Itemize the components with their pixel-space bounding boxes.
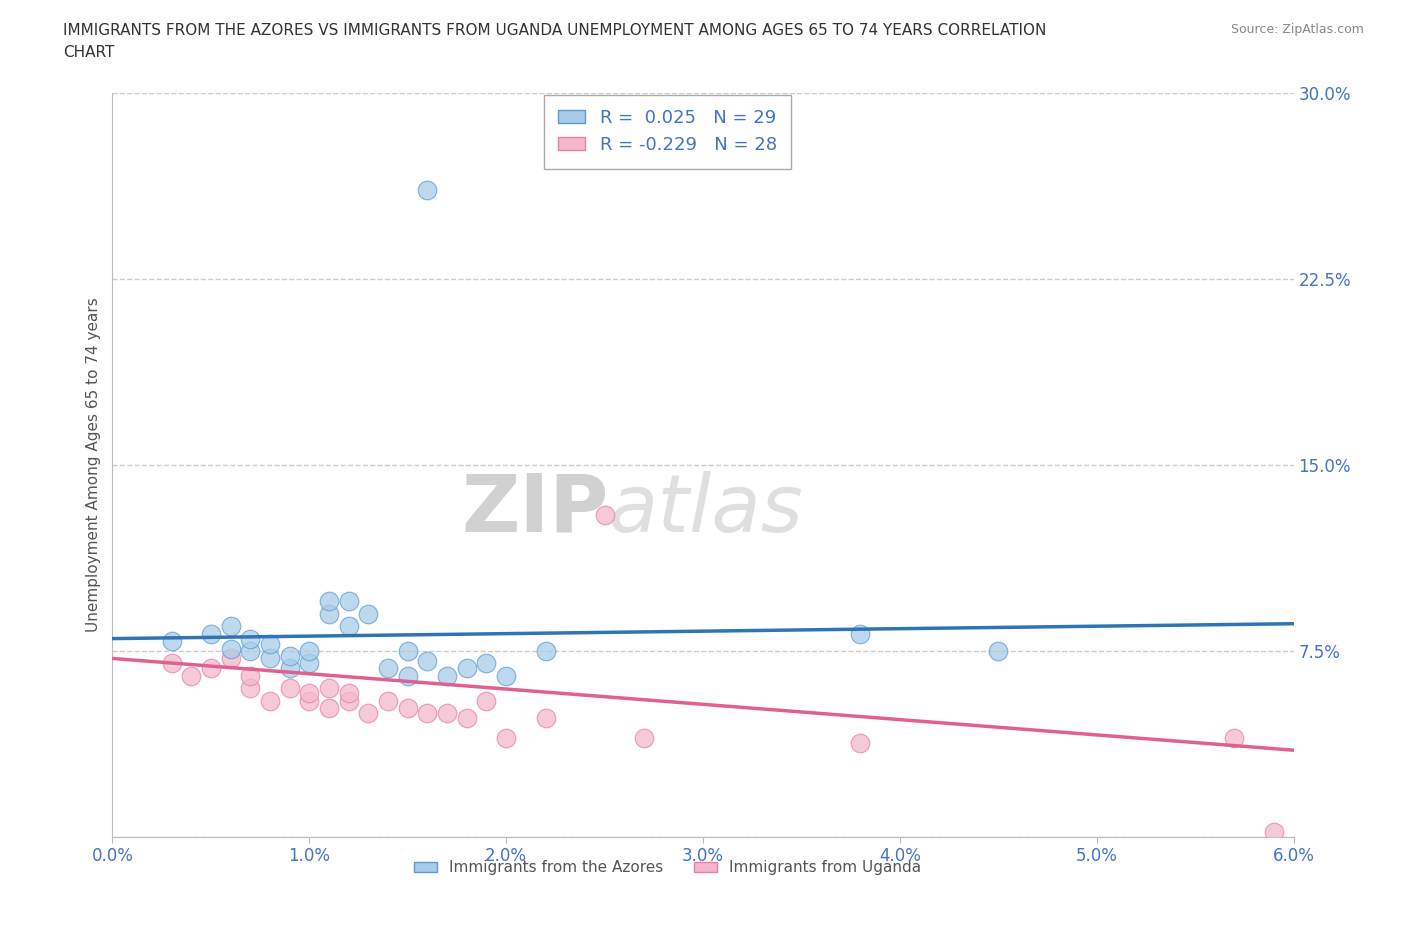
Point <box>495 669 517 684</box>
Point <box>278 661 301 676</box>
Point <box>633 730 655 745</box>
Point <box>219 641 242 656</box>
Point <box>298 644 321 658</box>
Point <box>849 736 872 751</box>
Point <box>337 693 360 708</box>
Point <box>318 594 340 609</box>
Point <box>396 700 419 715</box>
Point <box>298 656 321 671</box>
Point <box>160 633 183 648</box>
Point <box>200 661 222 676</box>
Point <box>436 669 458 684</box>
Text: ZIP: ZIP <box>461 471 609 549</box>
Point <box>357 606 380 621</box>
Point <box>259 636 281 651</box>
Point <box>200 626 222 641</box>
Point <box>593 507 616 522</box>
Point <box>278 648 301 663</box>
Text: Source: ZipAtlas.com: Source: ZipAtlas.com <box>1230 23 1364 36</box>
Point <box>239 669 262 684</box>
Point <box>456 711 478 725</box>
Point <box>337 685 360 700</box>
Text: atlas: atlas <box>609 471 803 549</box>
Point <box>180 669 202 684</box>
Point <box>337 594 360 609</box>
Point <box>298 685 321 700</box>
Point <box>318 700 340 715</box>
Point <box>1223 730 1246 745</box>
Legend: Immigrants from the Azores, Immigrants from Uganda: Immigrants from the Azores, Immigrants f… <box>408 855 928 882</box>
Point <box>475 693 498 708</box>
Point <box>416 182 439 197</box>
Point <box>357 706 380 721</box>
Point <box>436 706 458 721</box>
Point <box>219 651 242 666</box>
Point <box>396 644 419 658</box>
Point <box>1263 825 1285 840</box>
Point <box>239 631 262 646</box>
Point <box>377 661 399 676</box>
Point <box>239 681 262 696</box>
Point <box>416 654 439 669</box>
Point <box>377 693 399 708</box>
Point <box>849 626 872 641</box>
Point <box>534 711 557 725</box>
Point <box>259 651 281 666</box>
Point <box>278 681 301 696</box>
Point <box>987 644 1010 658</box>
Point <box>456 661 478 676</box>
Point <box>475 656 498 671</box>
Point <box>318 606 340 621</box>
Y-axis label: Unemployment Among Ages 65 to 74 years: Unemployment Among Ages 65 to 74 years <box>86 298 101 632</box>
Text: CHART: CHART <box>63 45 115 60</box>
Point <box>259 693 281 708</box>
Point <box>318 681 340 696</box>
Text: IMMIGRANTS FROM THE AZORES VS IMMIGRANTS FROM UGANDA UNEMPLOYMENT AMONG AGES 65 : IMMIGRANTS FROM THE AZORES VS IMMIGRANTS… <box>63 23 1046 38</box>
Point <box>298 693 321 708</box>
Point <box>160 656 183 671</box>
Point <box>396 669 419 684</box>
Point <box>219 618 242 633</box>
Point <box>239 644 262 658</box>
Point <box>416 706 439 721</box>
Point <box>495 730 517 745</box>
Point <box>337 618 360 633</box>
Point <box>534 644 557 658</box>
